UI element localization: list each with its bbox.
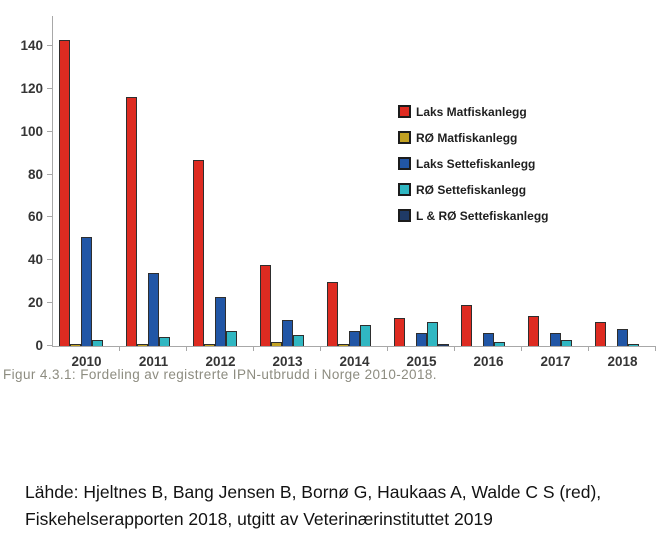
legend-label: RØ Settefiskanlegg xyxy=(416,182,527,197)
x-axis-label-2016: 2016 xyxy=(473,354,504,369)
bar-laks-matfiskanlegg-2011 xyxy=(126,97,137,346)
y-tick-label-60: 60 xyxy=(27,209,43,224)
bar-laks-matfiskanlegg-2015 xyxy=(394,318,405,346)
y-tick-40 xyxy=(47,259,52,260)
y-tick-140 xyxy=(47,45,52,46)
bar-r-settefiskanlegg-2016 xyxy=(494,342,505,346)
y-tick-label-80: 80 xyxy=(27,167,43,182)
bar-laks-settefiskanlegg-2012 xyxy=(215,297,226,346)
y-tick-label-40: 40 xyxy=(27,252,43,267)
bar-laks-matfiskanlegg-2014 xyxy=(327,282,338,346)
bar-r-matfiskanlegg-2014 xyxy=(338,344,349,346)
chart-plot-area: 2010 2011 2012 2013 2014 2015 2016 2017 2018 0 20… xyxy=(20,16,656,369)
source-citation: Lähde: Hjeltnes B, Bang Jensen B, Bornø … xyxy=(25,479,601,533)
x-axis-label-2013: 2013 xyxy=(272,354,303,369)
x-axis-label-2011: 2011 xyxy=(138,354,169,369)
y-tick-0 xyxy=(47,345,52,346)
y-tick-label-100: 100 xyxy=(20,124,43,139)
y-tick-label-140: 140 xyxy=(20,38,43,53)
legend-swatch-icon xyxy=(398,157,411,170)
y-tick-label-20: 20 xyxy=(27,295,43,310)
legend-item-laks-matfiskanlegg: Laks Matfiskanlegg xyxy=(398,101,548,122)
bar-group-2016: 2016 xyxy=(455,16,522,369)
x-axis-label-2015: 2015 xyxy=(406,354,437,369)
legend-label: Laks Matfiskanlegg xyxy=(416,104,527,119)
legend-label: RØ Matfiskanlegg xyxy=(416,130,518,145)
bar-group-2010: 2010 xyxy=(53,16,120,369)
legend-label: L & RØ Settefiskanlegg xyxy=(416,208,549,223)
bar-laks-settefiskanlegg-2010 xyxy=(81,237,92,346)
y-tick-120 xyxy=(47,88,52,89)
bar-r-settefiskanlegg-2018 xyxy=(628,344,639,346)
legend-item-r-matfiskanlegg: RØ Matfiskanlegg xyxy=(398,127,548,148)
y-tick-label-0: 0 xyxy=(35,338,43,353)
legend-item-laks-settefiskanlegg: Laks Settefiskanlegg xyxy=(398,153,548,174)
bar-laks-matfiskanlegg-2017 xyxy=(528,316,539,346)
bar-laks-settefiskanlegg-2015 xyxy=(416,333,427,346)
bar-laks-settefiskanlegg-2017 xyxy=(550,333,561,346)
bar-group-2014: 2014 xyxy=(321,16,388,369)
legend-swatch-icon xyxy=(398,131,411,144)
y-tick-60 xyxy=(47,216,52,217)
bar-r-matfiskanlegg-2013 xyxy=(271,342,282,346)
legend-item-r-settefiskanlegg: RØ Settefiskanlegg xyxy=(398,179,548,200)
bar-group-2013: 2013 xyxy=(254,16,321,369)
bar-r-settefiskanlegg-2014 xyxy=(360,325,371,346)
bar-r-settefiskanlegg-2015 xyxy=(427,322,438,346)
source-line-1: Lähde: Hjeltnes B, Bang Jensen B, Bornø … xyxy=(25,482,602,502)
bar-laks-matfiskanlegg-2018 xyxy=(595,322,606,346)
bar-r-settefiskanlegg-2010 xyxy=(92,340,103,346)
bar-r-matfiskanlegg-2012 xyxy=(204,344,215,346)
bar-r-matfiskanlegg-2010 xyxy=(70,344,81,346)
x-axis-label-2018: 2018 xyxy=(607,354,638,369)
bar-laks-settefiskanlegg-2018 xyxy=(617,329,628,346)
y-tick-20 xyxy=(47,302,52,303)
bar-r-settefiskanlegg-2012 xyxy=(226,331,237,346)
x-axis-label-2017: 2017 xyxy=(540,354,571,369)
bar-laks-settefiskanlegg-2011 xyxy=(148,273,159,346)
legend-item-l-r-settefiskanlegg: L & RØ Settefiskanlegg xyxy=(398,205,548,226)
bar-r-matfiskanlegg-2011 xyxy=(137,344,148,346)
bar-groups: 2010 2011 2012 2013 2014 2015 2016 2017 2018 xyxy=(53,16,656,369)
source-line-2: Fiskehelserapporten 2018, utgitt av Vete… xyxy=(25,509,493,529)
bar-laks-matfiskanlegg-2012 xyxy=(193,160,204,346)
bar-r-settefiskanlegg-2013 xyxy=(293,335,304,346)
bar-group-2017: 2017 xyxy=(522,16,589,369)
bar-group-2018: 2018 xyxy=(589,16,656,369)
y-tick-100 xyxy=(47,131,52,132)
legend-label: Laks Settefiskanlegg xyxy=(416,156,536,171)
x-axis-label-2012: 2012 xyxy=(205,354,236,369)
y-tick-label-120: 120 xyxy=(20,81,43,96)
bar-group-2011: 2011 xyxy=(120,16,187,369)
figure-caption: Figur 4.3.1: Fordeling av registrerte IP… xyxy=(3,367,437,382)
chart-legend: Laks Matfiskanlegg RØ Matfiskanlegg Laks S… xyxy=(398,101,548,231)
x-axis-label-2014: 2014 xyxy=(339,354,370,369)
bar-laks-settefiskanlegg-2016 xyxy=(483,333,494,346)
bar-laks-settefiskanlegg-2014 xyxy=(349,331,360,346)
bar-laks-settefiskanlegg-2013 xyxy=(282,320,293,346)
bar-laks-matfiskanlegg-2013 xyxy=(260,265,271,346)
bar-r-settefiskanlegg-2017 xyxy=(561,340,572,346)
bar-group-2015: 2015 xyxy=(388,16,455,369)
legend-swatch-icon xyxy=(398,183,411,196)
bar-laks-matfiskanlegg-2010 xyxy=(59,40,70,346)
legend-swatch-icon xyxy=(398,105,411,118)
bar-r-settefiskanlegg-2011 xyxy=(159,337,170,346)
bar-l-r-settefiskanlegg-2015 xyxy=(438,344,449,346)
y-tick-80 xyxy=(47,174,52,175)
x-axis-label-2010: 2010 xyxy=(71,354,102,369)
bar-group-2012: 2012 xyxy=(187,16,254,369)
legend-swatch-icon xyxy=(398,209,411,222)
bar-laks-matfiskanlegg-2016 xyxy=(461,305,472,346)
